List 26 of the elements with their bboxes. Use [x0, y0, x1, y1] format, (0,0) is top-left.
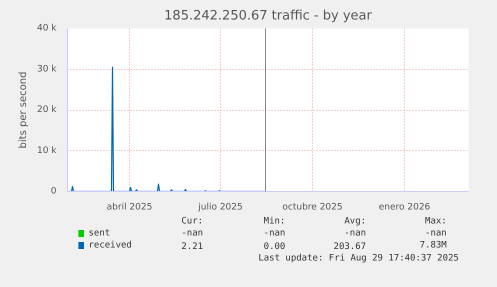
text: Cur: [181, 216, 204, 226]
y-tick-label: 40 k [36, 24, 58, 34]
y-tick-label: 10 k [36, 146, 58, 156]
legend-label: sent [88, 228, 110, 238]
y-tick-label: 30 k [36, 64, 58, 74]
legend-label: received [88, 240, 132, 250]
x-tick-label: octubre 2025 [282, 202, 343, 212]
text: 7.83M [420, 240, 448, 250]
text: Avg: [344, 216, 366, 226]
y-tick-label: 20 k [36, 105, 58, 115]
x-tick-label: enero 2026 [378, 202, 431, 212]
text: -nan [264, 228, 286, 238]
y-axis-title: bits per second [18, 72, 29, 148]
text: -nan [425, 228, 447, 238]
text: -nan [344, 228, 366, 238]
y-tick-label: 0 [50, 186, 57, 196]
text: Min: [264, 216, 286, 226]
text: Max: [425, 216, 447, 226]
text: Last update: Fri Aug 29 17:40:37 2025 [258, 254, 459, 264]
text: 203.67 [334, 242, 366, 252]
chart-title: 185.242.250.67 traffic - by year [164, 8, 372, 24]
text: 0.00 [264, 242, 286, 252]
text: -nan [181, 228, 204, 238]
x-tick-label: julio 2025 [197, 202, 243, 212]
text: 2.21 [181, 242, 204, 252]
x-tick-label: abril 2025 [106, 202, 152, 212]
